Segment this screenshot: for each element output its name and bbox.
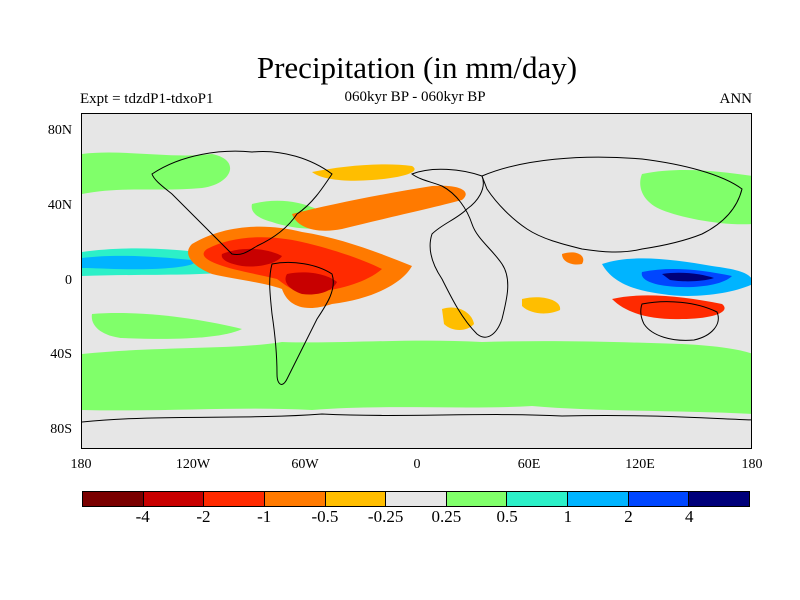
southern-ocean-positive-band xyxy=(82,340,751,414)
colorbar-label: 2 xyxy=(624,507,633,526)
central-america-negative-strong xyxy=(221,248,282,267)
north-atlantic-negative xyxy=(292,185,466,231)
colorbar-swatch xyxy=(507,492,569,506)
colorbar-swatch xyxy=(204,492,265,506)
colorbar-swatch xyxy=(83,492,144,506)
lon-tick-120w: 120W xyxy=(175,457,211,472)
lat-tick-80s: 80S xyxy=(50,422,72,437)
indian-ocean-negative xyxy=(522,297,561,314)
australia-negative xyxy=(612,295,725,320)
colorbar-swatch xyxy=(628,492,690,506)
colorbar-swatch xyxy=(264,492,326,506)
colorbar-swatch xyxy=(568,492,629,506)
lon-tick-60w: 60W xyxy=(291,457,319,472)
colorbar-label: 4 xyxy=(685,507,694,526)
colorbar-label: -0.25 xyxy=(367,507,404,526)
lon-tick-180w: 180 xyxy=(70,457,92,472)
lon-tick-60e: 60E xyxy=(517,457,541,472)
australia-outline xyxy=(640,301,719,341)
north-america-outline xyxy=(151,150,333,255)
lon-tick-120e: 120E xyxy=(625,457,655,472)
colorbar-swatch xyxy=(689,492,750,506)
colorbar-swatch xyxy=(143,492,205,506)
lat-tick-80n: 80N xyxy=(47,123,72,138)
colorbar-label: -0.5 xyxy=(311,507,339,526)
precipitation-map xyxy=(82,114,751,448)
south-pacific-positive xyxy=(91,313,242,339)
colorbar-swatch xyxy=(386,492,447,506)
experiment-label: Expt = tdzdP1-tdxoP1 xyxy=(80,91,214,107)
lon-tick-180e: 180 xyxy=(741,457,763,472)
asia-outline xyxy=(481,156,743,253)
south-america-outline xyxy=(269,261,334,385)
colorbar-label: 0.25 xyxy=(431,507,462,526)
colorbar-label: 0.5 xyxy=(496,507,518,526)
lon-tick-0: 0 xyxy=(413,457,421,472)
colorbar-swatch xyxy=(446,492,508,506)
africa-negative xyxy=(442,307,474,330)
lat-tick-eq: 0 xyxy=(65,273,72,288)
colorbar-label: 1 xyxy=(563,507,573,526)
east-pacific-north-positive xyxy=(640,170,751,225)
lat-tick-40n: 40N xyxy=(47,198,72,213)
colorbar-swatch xyxy=(325,492,387,506)
colorbar-label: -1 xyxy=(257,507,272,526)
period-label: 060kyr BP - 060kyr BP xyxy=(344,89,486,105)
europe-africa-outline xyxy=(410,168,509,338)
colorbar-label: -2 xyxy=(196,507,211,526)
figure-title: Precipitation (in mm/day) xyxy=(256,50,578,85)
equatorial-pacific-strong xyxy=(82,255,195,270)
continent-outlines xyxy=(82,150,751,423)
season-label: ANN xyxy=(719,91,753,107)
lat-tick-40s: 40S xyxy=(50,347,72,362)
colorbar xyxy=(82,491,750,507)
antarctica-outline xyxy=(82,413,751,423)
colorbar-label: -4 xyxy=(135,507,150,526)
north-pacific-positive xyxy=(82,152,231,194)
north-atlantic-negative-north xyxy=(312,164,415,181)
amazon-negative-strong xyxy=(285,272,337,295)
map-panel xyxy=(81,113,752,449)
southeast-asia-negative xyxy=(562,252,584,265)
maritime-continent-positive-max xyxy=(662,272,714,282)
